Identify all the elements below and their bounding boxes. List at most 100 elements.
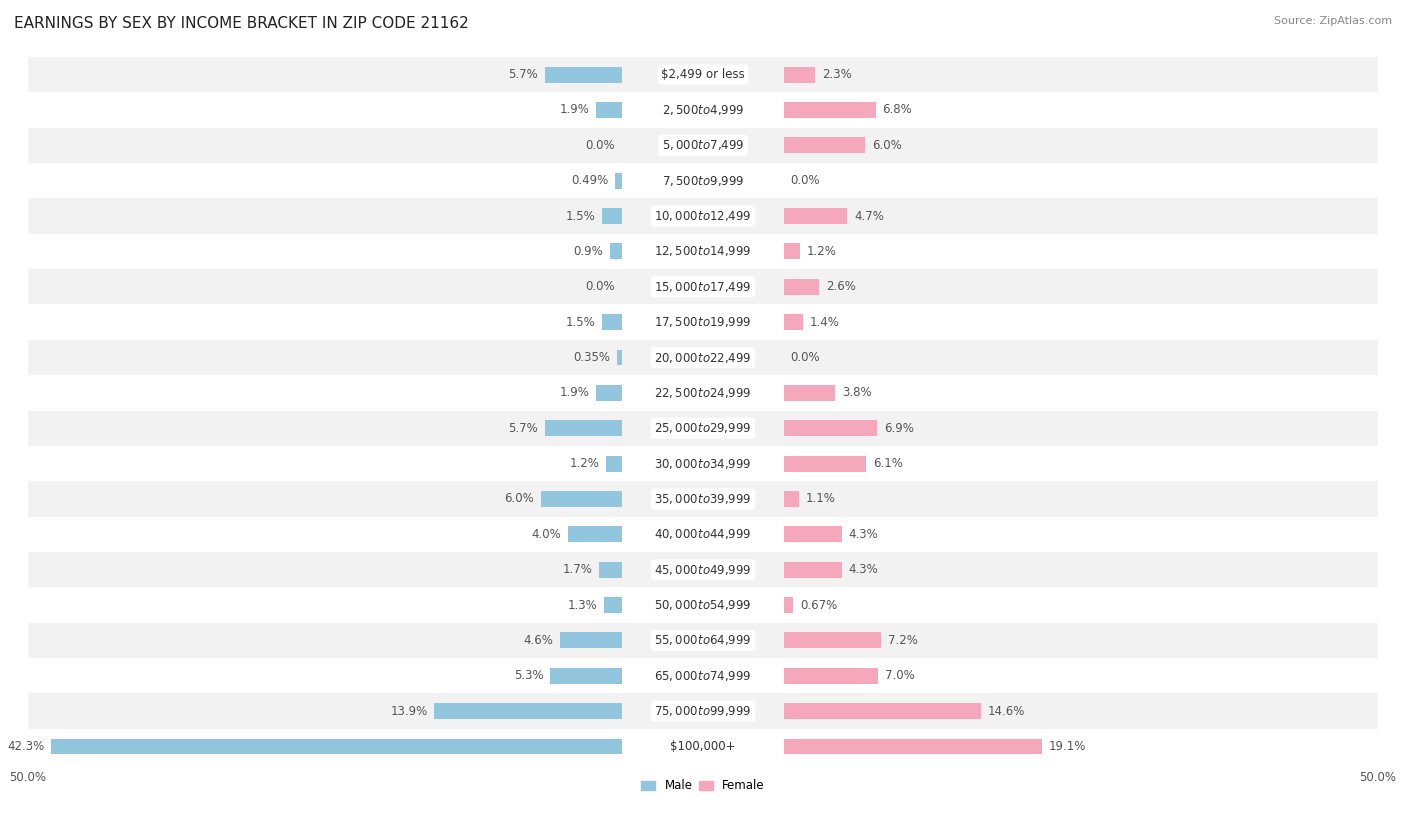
Text: 6.0%: 6.0% [505, 493, 534, 506]
Bar [605, 597, 621, 613]
Bar [785, 208, 848, 224]
Bar [785, 455, 866, 472]
Bar [617, 350, 621, 366]
Legend: Male, Female: Male, Female [637, 775, 769, 798]
Text: $55,000 to $64,999: $55,000 to $64,999 [654, 633, 752, 647]
Text: Source: ZipAtlas.com: Source: ZipAtlas.com [1274, 16, 1392, 26]
Text: 1.2%: 1.2% [807, 245, 837, 258]
Text: 6.8%: 6.8% [883, 103, 912, 116]
Bar [28, 411, 1378, 446]
Text: $65,000 to $74,999: $65,000 to $74,999 [654, 669, 752, 683]
Text: 0.49%: 0.49% [571, 174, 609, 187]
Bar [785, 703, 981, 720]
Bar [785, 385, 835, 401]
Text: 6.9%: 6.9% [884, 422, 914, 435]
Bar [541, 491, 621, 507]
Bar [568, 526, 621, 542]
Text: $75,000 to $99,999: $75,000 to $99,999 [654, 704, 752, 718]
Text: 7.2%: 7.2% [889, 634, 918, 647]
Bar [551, 667, 621, 684]
Text: 1.5%: 1.5% [565, 210, 595, 223]
Bar [596, 102, 621, 118]
Bar [28, 163, 1378, 198]
Text: 0.0%: 0.0% [790, 174, 820, 187]
Text: 1.5%: 1.5% [565, 315, 595, 328]
Text: 1.3%: 1.3% [568, 598, 598, 611]
Bar [28, 552, 1378, 587]
Text: 1.7%: 1.7% [562, 563, 592, 576]
Bar [28, 92, 1378, 128]
Text: 7.0%: 7.0% [886, 669, 915, 682]
Bar [596, 385, 621, 401]
Bar [51, 738, 621, 754]
Bar [602, 314, 621, 330]
Text: $50,000 to $54,999: $50,000 to $54,999 [654, 598, 752, 612]
Text: 1.4%: 1.4% [810, 315, 839, 328]
Bar [28, 57, 1378, 92]
Bar [28, 659, 1378, 693]
Bar [546, 420, 621, 437]
Text: 2.3%: 2.3% [821, 68, 852, 81]
Text: $12,500 to $14,999: $12,500 to $14,999 [654, 245, 752, 259]
Bar [785, 597, 793, 613]
Text: $100,000+: $100,000+ [671, 740, 735, 753]
Text: 4.6%: 4.6% [523, 634, 553, 647]
Text: 1.1%: 1.1% [806, 493, 835, 506]
Text: 2.6%: 2.6% [825, 280, 856, 293]
Text: 1.9%: 1.9% [560, 386, 589, 399]
Text: $17,500 to $19,999: $17,500 to $19,999 [654, 315, 752, 329]
Text: 14.6%: 14.6% [988, 705, 1025, 718]
Text: 6.0%: 6.0% [872, 139, 901, 152]
Text: 0.0%: 0.0% [586, 139, 616, 152]
Bar [599, 562, 621, 578]
Text: $2,500 to $4,999: $2,500 to $4,999 [662, 103, 744, 117]
Text: 4.3%: 4.3% [849, 528, 879, 541]
Text: 0.67%: 0.67% [800, 598, 837, 611]
Bar [785, 137, 865, 154]
Text: $2,499 or less: $2,499 or less [661, 68, 745, 81]
Bar [785, 633, 882, 649]
Text: 1.9%: 1.9% [560, 103, 589, 116]
Text: $30,000 to $34,999: $30,000 to $34,999 [654, 457, 752, 471]
Bar [602, 208, 621, 224]
Text: 0.35%: 0.35% [574, 351, 610, 364]
Bar [785, 279, 820, 295]
Bar [785, 420, 877, 437]
Text: 4.3%: 4.3% [849, 563, 879, 576]
Bar [28, 623, 1378, 658]
Text: $40,000 to $44,999: $40,000 to $44,999 [654, 528, 752, 541]
Bar [785, 738, 1042, 754]
Bar [785, 526, 842, 542]
Text: 5.3%: 5.3% [515, 669, 544, 682]
Text: $45,000 to $49,999: $45,000 to $49,999 [654, 563, 752, 576]
Text: 0.0%: 0.0% [790, 351, 820, 364]
Bar [28, 269, 1378, 304]
Bar [785, 314, 803, 330]
Text: EARNINGS BY SEX BY INCOME BRACKET IN ZIP CODE 21162: EARNINGS BY SEX BY INCOME BRACKET IN ZIP… [14, 16, 468, 31]
Bar [785, 67, 815, 83]
Text: 5.7%: 5.7% [509, 422, 538, 435]
Text: $35,000 to $39,999: $35,000 to $39,999 [654, 492, 752, 506]
Text: $22,500 to $24,999: $22,500 to $24,999 [654, 386, 752, 400]
Bar [28, 517, 1378, 552]
Bar [28, 729, 1378, 764]
Text: 0.0%: 0.0% [586, 280, 616, 293]
Text: 4.7%: 4.7% [855, 210, 884, 223]
Text: 0.9%: 0.9% [574, 245, 603, 258]
Bar [28, 304, 1378, 340]
Text: 42.3%: 42.3% [7, 740, 45, 753]
Bar [28, 446, 1378, 481]
Bar [560, 633, 621, 649]
Text: 3.8%: 3.8% [842, 386, 872, 399]
Text: 13.9%: 13.9% [391, 705, 427, 718]
Text: 19.1%: 19.1% [1049, 740, 1085, 753]
Bar [606, 455, 621, 472]
Bar [28, 233, 1378, 269]
Text: 1.2%: 1.2% [569, 457, 599, 470]
Bar [785, 667, 879, 684]
Bar [28, 375, 1378, 411]
Bar [610, 243, 621, 259]
Bar [785, 491, 799, 507]
Bar [616, 172, 621, 189]
Bar [434, 703, 621, 720]
